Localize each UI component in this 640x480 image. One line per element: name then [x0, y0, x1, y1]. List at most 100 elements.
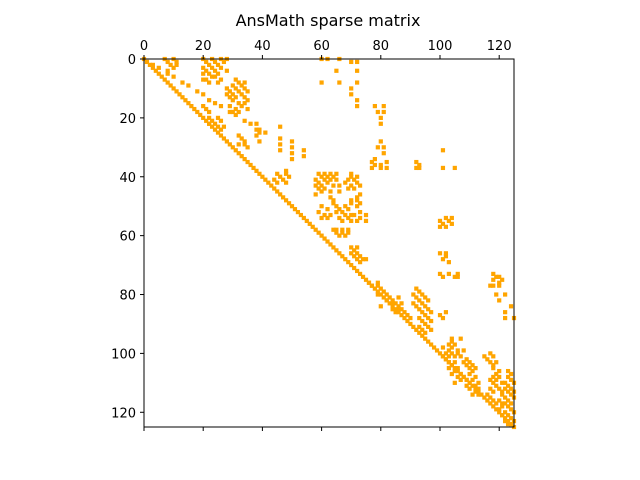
nonzero-point — [503, 310, 508, 315]
nonzero-point — [331, 183, 336, 188]
diagonal-point — [239, 154, 244, 159]
diagonal-point — [399, 313, 404, 318]
nonzero-point — [230, 92, 235, 97]
nonzero-point — [505, 374, 511, 380]
nonzero-point — [165, 71, 170, 76]
nonzero-point — [204, 68, 209, 73]
diagonal-point — [186, 101, 191, 106]
diagonal-point — [331, 245, 336, 250]
nonzero-point — [446, 271, 451, 277]
nonzero-point — [322, 212, 327, 218]
nonzero-point — [414, 304, 419, 309]
diagonal-point — [227, 142, 232, 147]
nonzero-point — [426, 324, 431, 329]
nonzero-point — [349, 218, 354, 224]
diagonal-point — [195, 109, 200, 115]
nonzero-point — [464, 357, 469, 362]
nonzero-point — [349, 212, 354, 218]
diagonal-point — [260, 174, 265, 179]
nonzero-point — [331, 227, 336, 232]
nonzero-point — [357, 209, 363, 215]
nonzero-point — [396, 295, 401, 300]
nonzero-point — [494, 377, 499, 382]
nonzero-point — [355, 174, 360, 179]
nonzero-point — [417, 289, 422, 294]
x-tick-label: 20 — [195, 39, 212, 54]
nonzero-point — [242, 95, 247, 100]
nonzero-point — [491, 366, 496, 371]
diagonal-point — [470, 383, 475, 388]
nonzero-point — [426, 315, 431, 321]
nonzero-point — [449, 339, 454, 344]
nonzero-point — [411, 301, 416, 306]
nonzero-point — [337, 215, 342, 221]
nonzero-point — [405, 313, 410, 318]
diagonal-point — [201, 115, 206, 120]
diagonal-point — [505, 419, 511, 424]
nonzero-point — [452, 274, 457, 279]
nonzero-point — [500, 401, 505, 406]
nonzero-point — [207, 80, 212, 85]
nonzero-point — [452, 380, 457, 385]
nonzero-point — [508, 377, 514, 382]
y-tick-label: 20 — [119, 112, 136, 127]
nonzero-point — [204, 77, 209, 82]
nonzero-point — [218, 127, 224, 132]
nonzero-point — [174, 62, 179, 67]
diagonal-point — [251, 165, 256, 171]
nonzero-point — [488, 377, 493, 382]
nonzero-point — [207, 71, 212, 76]
diagonal-point — [322, 236, 327, 241]
nonzero-point — [393, 310, 398, 315]
nonzero-point — [316, 209, 321, 215]
nonzero-point — [497, 298, 502, 303]
nonzero-point — [488, 360, 493, 365]
nonzero-point — [346, 230, 351, 235]
nonzero-point — [218, 77, 224, 82]
nonzero-point — [390, 298, 395, 303]
nonzero-point — [242, 86, 247, 91]
nonzero-point — [417, 162, 422, 168]
diagonal-point — [204, 118, 209, 123]
nonzero-point — [497, 283, 502, 288]
nonzero-point — [494, 401, 499, 406]
nonzero-point — [325, 180, 330, 185]
diagonal-point — [396, 310, 401, 315]
nonzero-point — [491, 277, 496, 282]
nonzero-point — [437, 224, 443, 229]
nonzero-point — [408, 315, 413, 321]
nonzero-point — [357, 201, 363, 206]
nonzero-point — [497, 368, 502, 374]
nonzero-point — [357, 260, 363, 265]
diagonal-point — [455, 368, 460, 374]
diagonal-point — [497, 410, 502, 415]
nonzero-point — [508, 421, 514, 427]
diagonal-point — [212, 127, 218, 132]
plot-frame — [143, 58, 515, 428]
nonzero-point — [278, 136, 283, 141]
diagonal-point — [215, 130, 221, 135]
nonzero-point — [334, 227, 339, 232]
nonzero-point — [503, 401, 508, 406]
nonzero-point — [257, 127, 262, 132]
nonzero-point — [390, 301, 395, 306]
nonzero-point — [473, 389, 478, 394]
diagonal-point — [488, 401, 493, 406]
nonzero-point — [289, 157, 295, 162]
nonzero-point — [201, 92, 206, 97]
nonzero-point — [381, 145, 386, 150]
nonzero-point — [195, 89, 200, 94]
y-tick-label: 80 — [119, 289, 136, 304]
nonzero-point — [215, 80, 221, 85]
nonzero-point — [491, 389, 496, 394]
nonzero-point — [257, 139, 262, 144]
nonzero-point — [349, 183, 354, 188]
chart-title: AnsMath sparse matrix — [236, 11, 421, 30]
nonzero-point — [417, 315, 422, 321]
nonzero-point — [328, 212, 333, 218]
nonzero-point — [426, 298, 431, 303]
diagonal-point — [278, 192, 283, 197]
nonzero-point — [455, 348, 460, 353]
diagonal-point — [363, 277, 369, 282]
